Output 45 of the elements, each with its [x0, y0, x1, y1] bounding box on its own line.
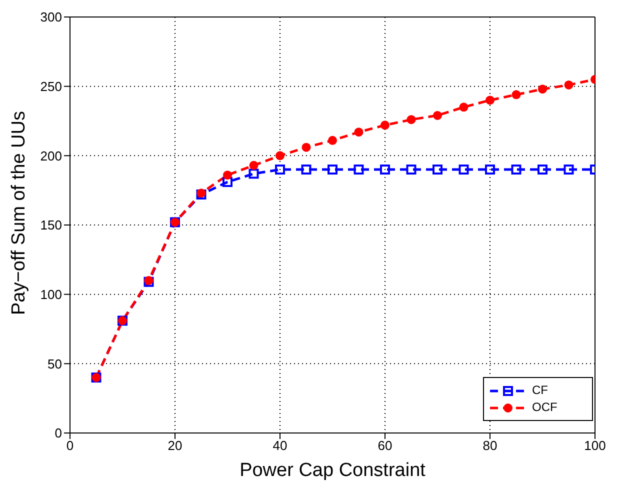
point: [354, 164, 364, 175]
point: [301, 164, 312, 175]
point: [458, 164, 469, 175]
point: [380, 120, 390, 130]
x-tick-label: 80: [482, 438, 498, 454]
point: [248, 168, 259, 179]
point: [354, 128, 364, 137]
y-tick-label: 100: [40, 286, 62, 302]
point: [406, 164, 416, 175]
x-tick-label: 40: [272, 438, 288, 454]
point: [380, 164, 390, 175]
x-axis-title: Power Cap Constraint: [240, 460, 426, 481]
y-tick-label: 50: [48, 356, 62, 372]
point: [432, 164, 442, 175]
x-tick-label: 100: [584, 438, 606, 454]
y-tick-label: 200: [40, 148, 62, 164]
x-tick-label: 20: [168, 438, 182, 454]
point: [276, 151, 284, 160]
x-tick-label: 0: [66, 438, 74, 454]
point: [223, 170, 232, 180]
y-tick-label: 0: [54, 426, 62, 441]
point: [512, 90, 521, 100]
y-axis-title: Pay−off Sum of the UUs: [8, 111, 30, 315]
x-tick-label: 60: [378, 438, 392, 454]
point: [433, 110, 442, 120]
point: [249, 160, 258, 170]
point: [486, 96, 494, 105]
point: [564, 164, 574, 175]
point: [564, 80, 574, 90]
y-tick-label: 150: [40, 218, 62, 233]
point: [302, 142, 311, 152]
point: [459, 102, 468, 112]
point: [328, 164, 338, 175]
point: [538, 164, 548, 175]
y-tick-label: 250: [40, 78, 62, 94]
point: [538, 84, 547, 94]
point: [275, 164, 285, 175]
legend-label: OCF: [532, 399, 558, 416]
point: [406, 115, 416, 124]
point: [222, 177, 232, 188]
point: [485, 164, 495, 175]
legend-label: CF: [532, 382, 548, 399]
point: [511, 164, 522, 175]
y-tick-label: 300: [40, 10, 62, 25]
point: [328, 136, 337, 145]
